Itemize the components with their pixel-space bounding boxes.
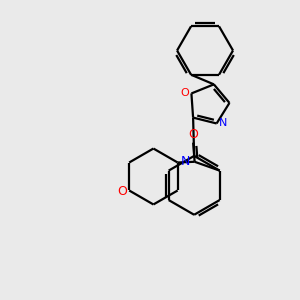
Text: O: O [181,88,189,98]
Text: N: N [180,154,190,167]
Text: O: O [188,128,198,141]
Text: N: N [219,118,227,128]
Text: O: O [117,185,127,199]
